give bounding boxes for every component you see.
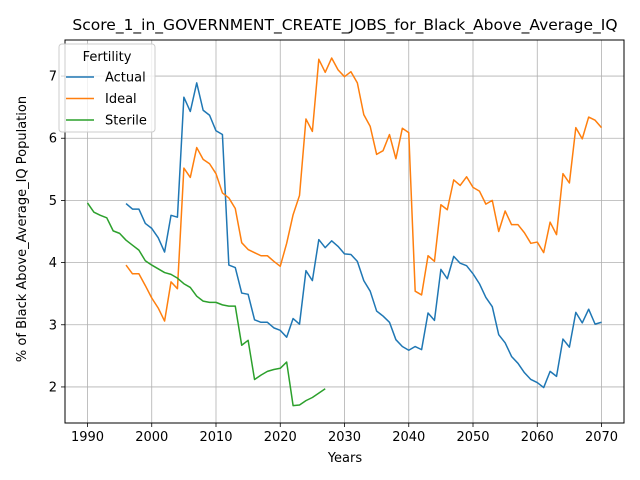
series-lines: [86, 57, 603, 407]
chart-title: Score_1_in_GOVERNMENT_CREATE_JOBS_for_Bl…: [72, 16, 617, 35]
y-tick-label: 5: [49, 194, 57, 209]
series-line-actual: [125, 82, 602, 389]
legend-label-ideal: Ideal: [105, 92, 137, 107]
legend-entries: Actual Ideal Sterile: [66, 71, 147, 129]
x-tick-label: 1990: [71, 430, 104, 445]
y-axis-ticks: 2 3 4 5 6 7: [49, 70, 65, 395]
x-tick-label: 2030: [328, 430, 361, 445]
legend: Fertility Actual Ideal Sterile: [58, 43, 156, 133]
x-tick-label: 2020: [264, 430, 297, 445]
y-tick-label: 7: [49, 70, 57, 85]
y-tick-label: 6: [49, 132, 57, 147]
x-tick-label: 2040: [392, 430, 425, 445]
legend-label-actual: Actual: [105, 71, 146, 86]
x-tick-label: 2070: [585, 430, 618, 445]
legend-box: [58, 43, 156, 133]
x-tick-label: 2000: [135, 430, 168, 445]
x-axis-label: Years: [327, 451, 363, 466]
legend-title: Fertility: [83, 50, 132, 65]
series-line-sterile: [86, 202, 326, 407]
y-tick-label: 4: [49, 256, 57, 271]
legend-label-sterile: Sterile: [105, 114, 147, 129]
x-axis-ticks: 1990 2000 2010 2020 2030 2040 2050 2060 2070: [71, 423, 618, 445]
series-line-ideal: [125, 57, 603, 322]
x-tick-label: 2050: [456, 430, 489, 445]
y-axis-label: % of Black Above_Average_IQ Population: [15, 96, 30, 362]
y-tick-label: 2: [49, 380, 57, 395]
x-tick-label: 2010: [199, 430, 232, 445]
y-tick-label: 3: [49, 318, 57, 333]
x-tick-label: 2060: [521, 430, 554, 445]
